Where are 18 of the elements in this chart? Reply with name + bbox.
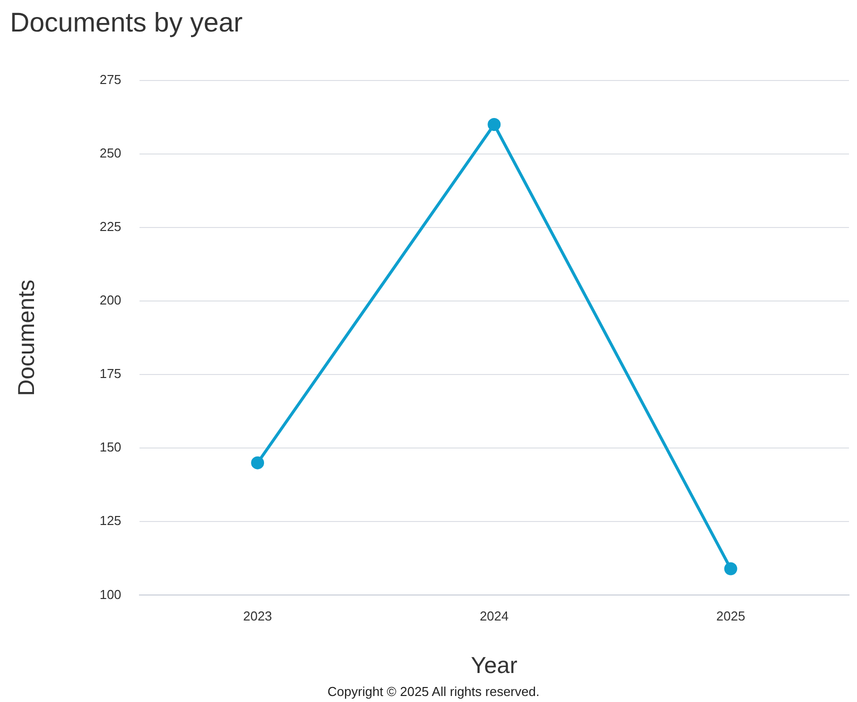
y-tick-label: 125 (100, 513, 122, 528)
x-tick-label: 2024 (480, 608, 509, 624)
y-tick-label: 225 (100, 219, 122, 234)
point (251, 456, 264, 470)
x-tick-label: 2023 (243, 608, 272, 624)
y-tick-label: 150 (100, 440, 122, 455)
x-axis-title: Year (470, 652, 518, 678)
y-tick-label: 250 (100, 146, 122, 161)
chart-title: Documents by year (10, 8, 243, 38)
y-tick-label: 175 (100, 366, 122, 382)
y-tick-label: 200 (100, 292, 122, 308)
text: Copyright © 2025 All rights reserved. (328, 684, 540, 699)
point (488, 118, 501, 132)
point (724, 562, 738, 576)
y-tick-label: 100 (100, 586, 122, 602)
y-axis-title: Documents (13, 280, 40, 396)
x-tick-label: 2025 (716, 608, 746, 624)
y-tick-label: 275 (100, 72, 122, 87)
